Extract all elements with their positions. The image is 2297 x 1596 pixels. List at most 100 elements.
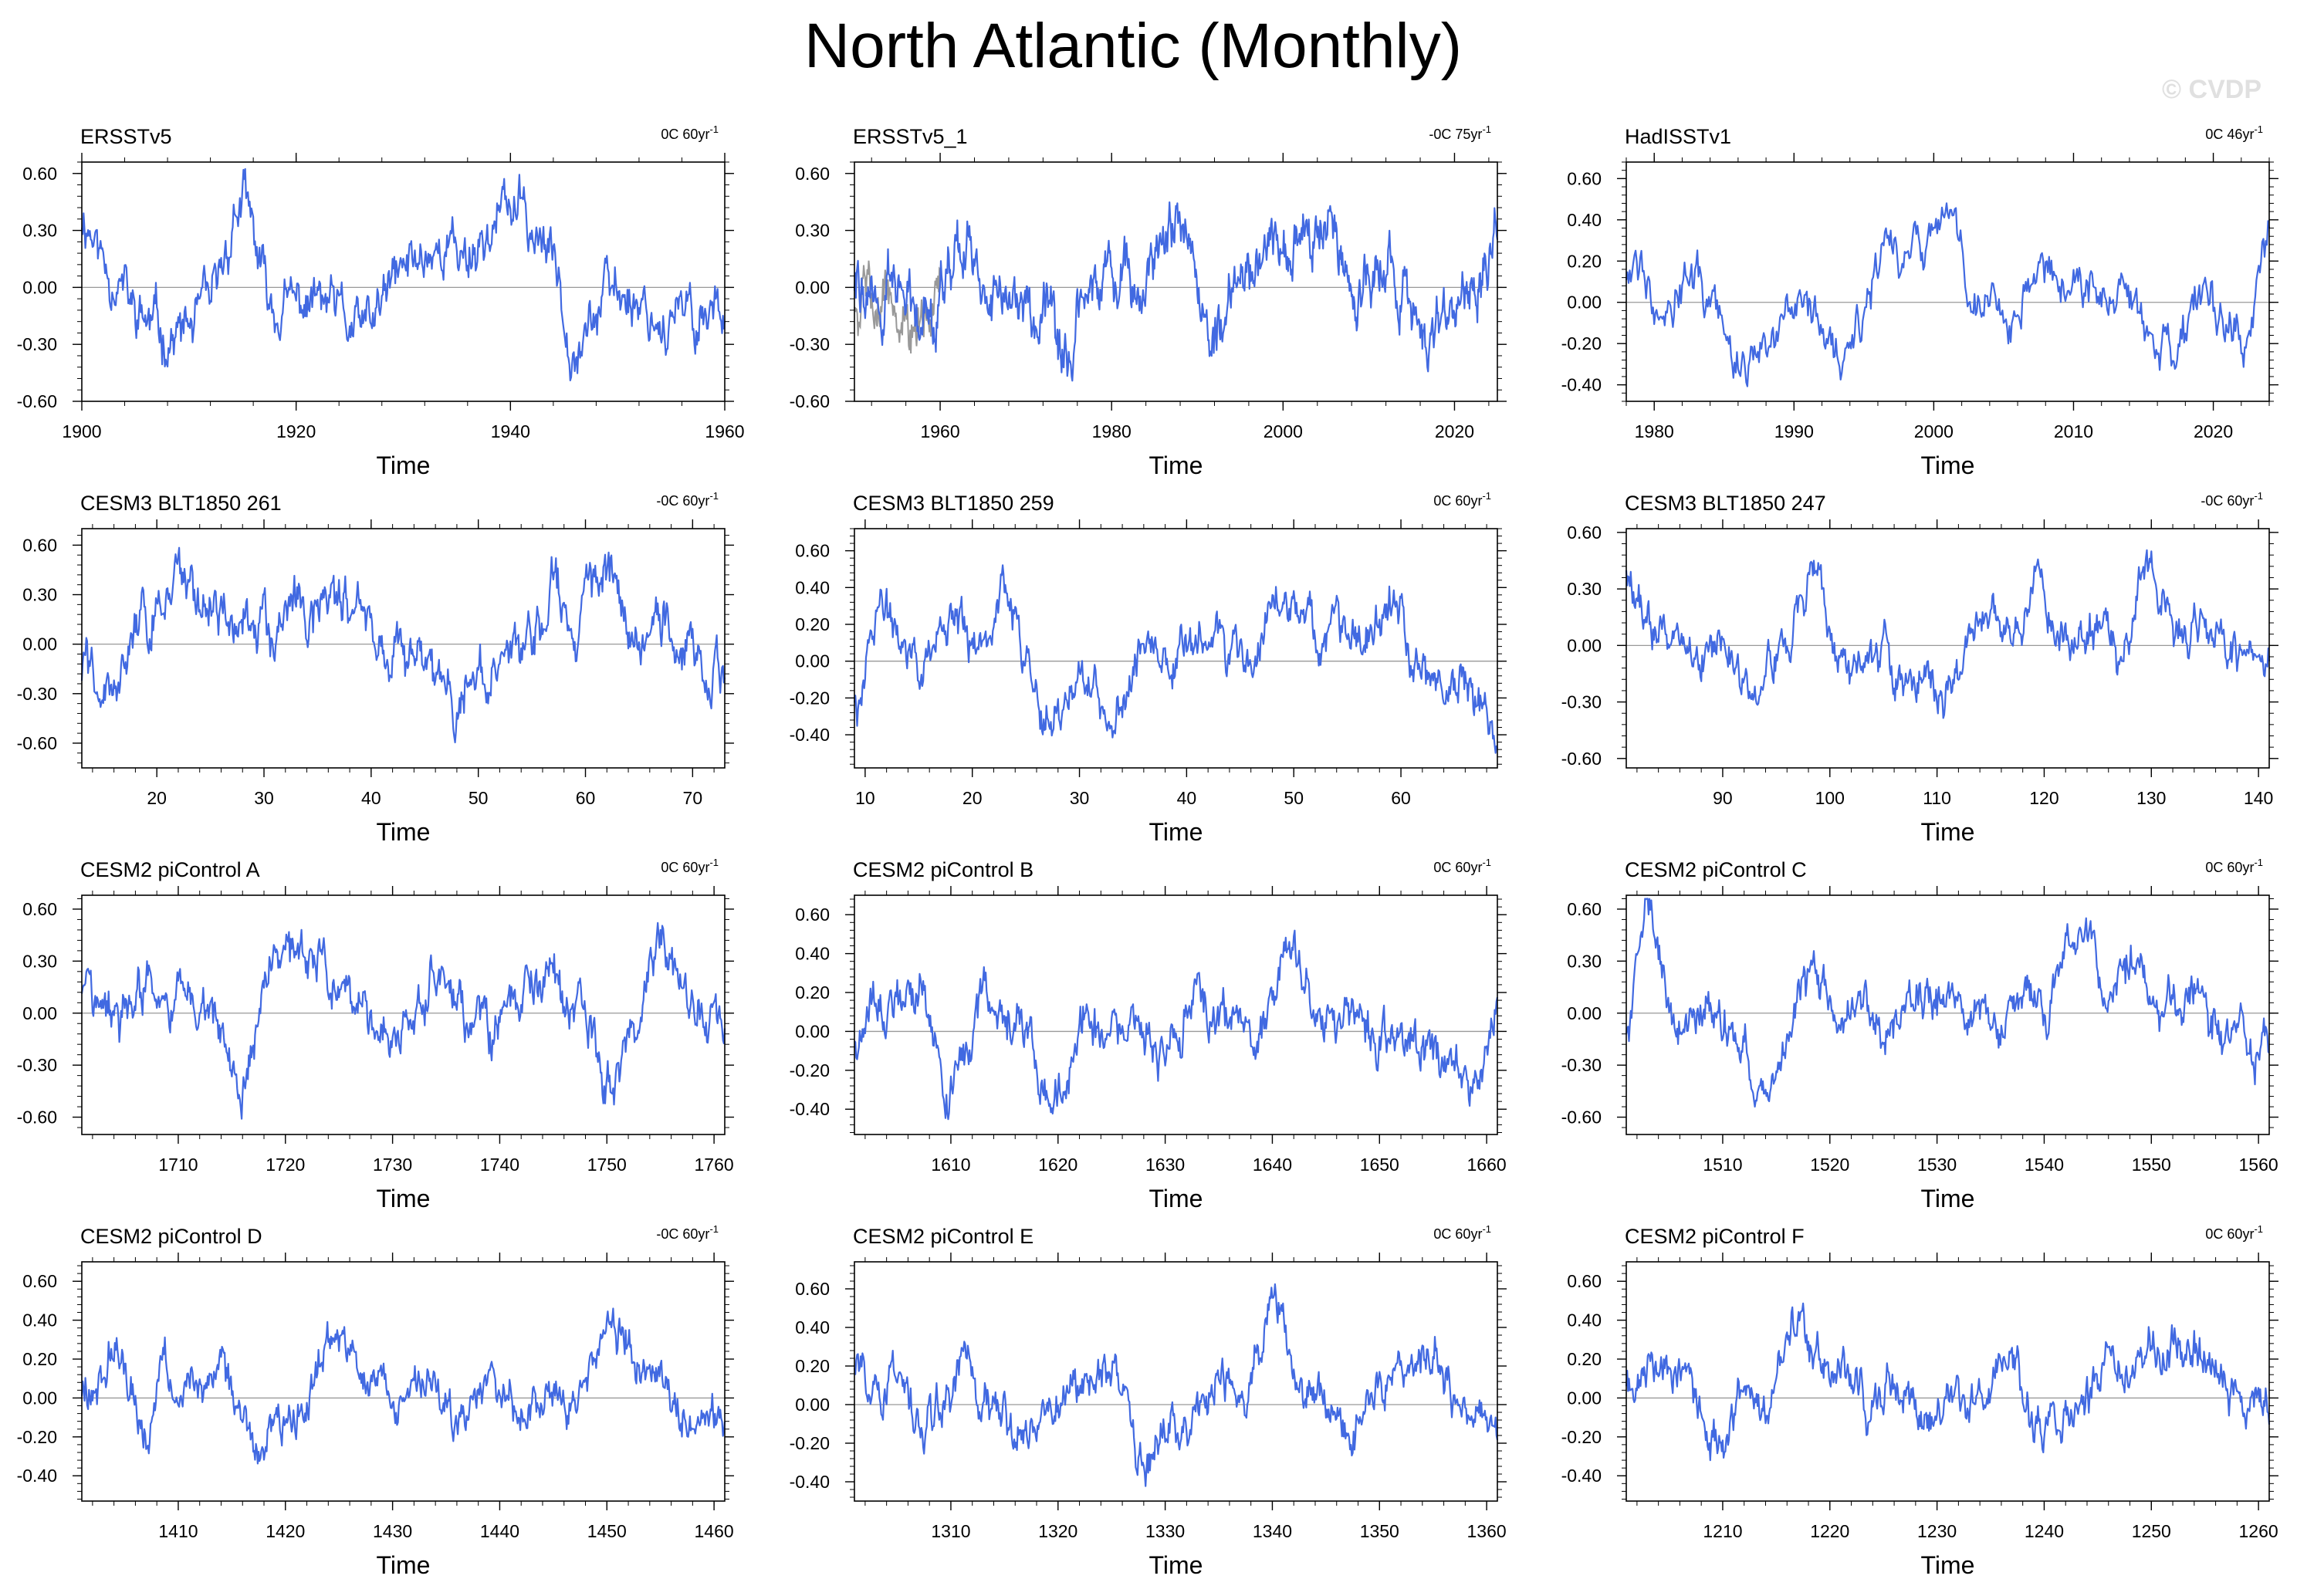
- x-tick-label: 1920: [276, 421, 316, 441]
- plot-frame: [854, 161, 1498, 402]
- x-tick-label: 2000: [1914, 421, 1954, 441]
- y-tick-label: -0.40: [790, 1472, 830, 1492]
- y-tick-label: 0.40: [1567, 210, 1602, 230]
- series-line: [80, 546, 726, 744]
- y-tick-label: 0.00: [795, 1395, 830, 1415]
- x-tick-label: 110: [1923, 788, 1951, 808]
- x-tick-label: 1510: [1703, 1155, 1742, 1175]
- panel-title: ERSSTv5_1: [853, 125, 968, 148]
- x-tick-label: 1350: [1360, 1521, 1399, 1541]
- spread-series-line: [854, 260, 941, 354]
- x-tick-label: 1410: [158, 1521, 198, 1541]
- plot-frame: [854, 894, 1498, 1135]
- panel-title: CESM2 piControl A: [80, 858, 260, 881]
- panel-grid: ERSSTv5 0C 60yr-1 -0.60 -0.30 0.00 0.30 0.60 19…: [17, 123, 2278, 1579]
- y-tick-label: -0.20: [790, 1433, 830, 1453]
- panel-title: ERSSTv5: [80, 125, 172, 148]
- x-tick-label: 30: [1070, 788, 1090, 808]
- x-tick-label: 50: [469, 788, 489, 808]
- x-tick-label: 120: [2029, 788, 2059, 808]
- y-tick-label: -0.60: [17, 733, 57, 753]
- x-tick-label: 40: [1177, 788, 1197, 808]
- x-axis-label: Time: [1149, 1185, 1203, 1212]
- trend-label: 0C 60yr-1: [661, 123, 719, 142]
- y-tick-label: 0.00: [795, 277, 830, 297]
- x-axis-label: Time: [377, 818, 431, 846]
- x-tick-label: 1530: [1917, 1155, 1957, 1175]
- x-tick-label: 60: [576, 788, 596, 808]
- x-tick-label: 1460: [695, 1521, 734, 1541]
- x-tick-label: 1660: [1467, 1155, 1507, 1175]
- trend-label: 0C 60yr-1: [1433, 490, 1491, 509]
- chart-panel: CESM3 BLT1850 259 0C 60yr-1 -0.40 -0.20 0.00…: [790, 490, 1507, 846]
- y-tick-label: 0.60: [1567, 1271, 1602, 1291]
- trend-label: 0C 60yr-1: [1433, 857, 1491, 875]
- y-tick-label: 0.30: [1567, 579, 1602, 599]
- trend-label: -0C 60yr-1: [2201, 490, 2263, 509]
- plot-frame: [81, 161, 726, 402]
- y-tick-label: 0.00: [1567, 1388, 1602, 1408]
- series-line: [853, 1283, 1499, 1487]
- y-tick-label: -0.30: [1561, 1055, 1602, 1075]
- panel-title: HadISSTv1: [1625, 125, 1731, 148]
- x-tick-label: 1450: [587, 1521, 627, 1541]
- y-tick-label: -0.30: [790, 334, 830, 354]
- y-tick-label: 0.60: [22, 164, 57, 184]
- x-tick-label: 1240: [2025, 1521, 2064, 1541]
- y-tick-label: 0.30: [22, 221, 57, 241]
- x-axis-label: Time: [377, 1551, 431, 1579]
- y-tick-label: -0.60: [17, 391, 57, 411]
- plot-frame: [81, 528, 726, 769]
- y-tick-label: 0.00: [22, 277, 57, 297]
- x-tick-label: 50: [1284, 788, 1304, 808]
- y-tick-label: 0.60: [22, 1271, 57, 1291]
- y-tick-label: 0.00: [795, 1021, 830, 1041]
- x-tick-label: 1330: [1145, 1521, 1185, 1541]
- x-tick-label: 1310: [931, 1521, 970, 1541]
- x-tick-label: 1730: [373, 1155, 412, 1175]
- y-tick-label: 0.00: [22, 634, 57, 654]
- y-tick-label: 0.30: [1567, 951, 1602, 971]
- x-tick-label: 2010: [2054, 421, 2093, 441]
- series-line: [1625, 549, 2271, 719]
- x-axis-label: Time: [1149, 1551, 1203, 1579]
- y-tick-label: 0.60: [795, 1279, 830, 1299]
- y-tick-label: -0.20: [790, 688, 830, 708]
- y-tick-label: 0.00: [1567, 292, 1602, 313]
- series-line: [1625, 1302, 2271, 1462]
- panel-title: CESM3 BLT1850 247: [1625, 492, 1826, 515]
- x-tick-label: 140: [2244, 788, 2273, 808]
- x-tick-label: 1230: [1917, 1521, 1957, 1541]
- y-tick-label: 0.20: [795, 982, 830, 1003]
- x-tick-label: 1540: [2025, 1155, 2064, 1175]
- plot-frame: [854, 1261, 1498, 1502]
- x-tick-label: 1940: [491, 421, 530, 441]
- trend-label: -0C 60yr-1: [656, 1223, 719, 1242]
- y-tick-label: 0.00: [1567, 635, 1602, 655]
- x-tick-label: 1750: [587, 1155, 627, 1175]
- chart-panel: CESM3 BLT1850 261 -0C 60yr-1 -0.60 -0.30 0.0…: [17, 490, 734, 846]
- series-line: [854, 929, 1499, 1121]
- y-tick-label: 0.00: [1567, 1003, 1602, 1023]
- x-tick-label: 20: [962, 788, 983, 808]
- trend-label: -0C 75yr-1: [1429, 123, 1491, 142]
- series-line: [80, 167, 726, 382]
- x-tick-label: 1360: [1467, 1521, 1507, 1541]
- x-tick-label: 1960: [920, 421, 959, 441]
- y-tick-label: 0.40: [22, 1310, 57, 1331]
- chart-panel: CESM3 BLT1850 247 -0C 60yr-1 -0.60 -0.30 0.0…: [1561, 490, 2278, 846]
- series-line: [853, 564, 1499, 754]
- x-tick-label: 1340: [1253, 1521, 1292, 1541]
- x-axis-label: Time: [377, 451, 431, 479]
- x-tick-label: 130: [2136, 788, 2166, 808]
- panel-title: CESM2 piControl B: [853, 858, 1033, 881]
- x-axis-label: Time: [1921, 818, 1975, 846]
- panel-title: CESM2 piControl D: [80, 1225, 262, 1248]
- x-tick-label: 1640: [1253, 1155, 1292, 1175]
- y-tick-label: 0.60: [795, 164, 830, 184]
- y-tick-label: -0.20: [790, 1060, 830, 1080]
- series-line: [853, 201, 1499, 382]
- x-tick-label: 1710: [158, 1155, 198, 1175]
- y-tick-label: -0.60: [17, 1107, 57, 1128]
- y-tick-label: 0.60: [1567, 522, 1602, 543]
